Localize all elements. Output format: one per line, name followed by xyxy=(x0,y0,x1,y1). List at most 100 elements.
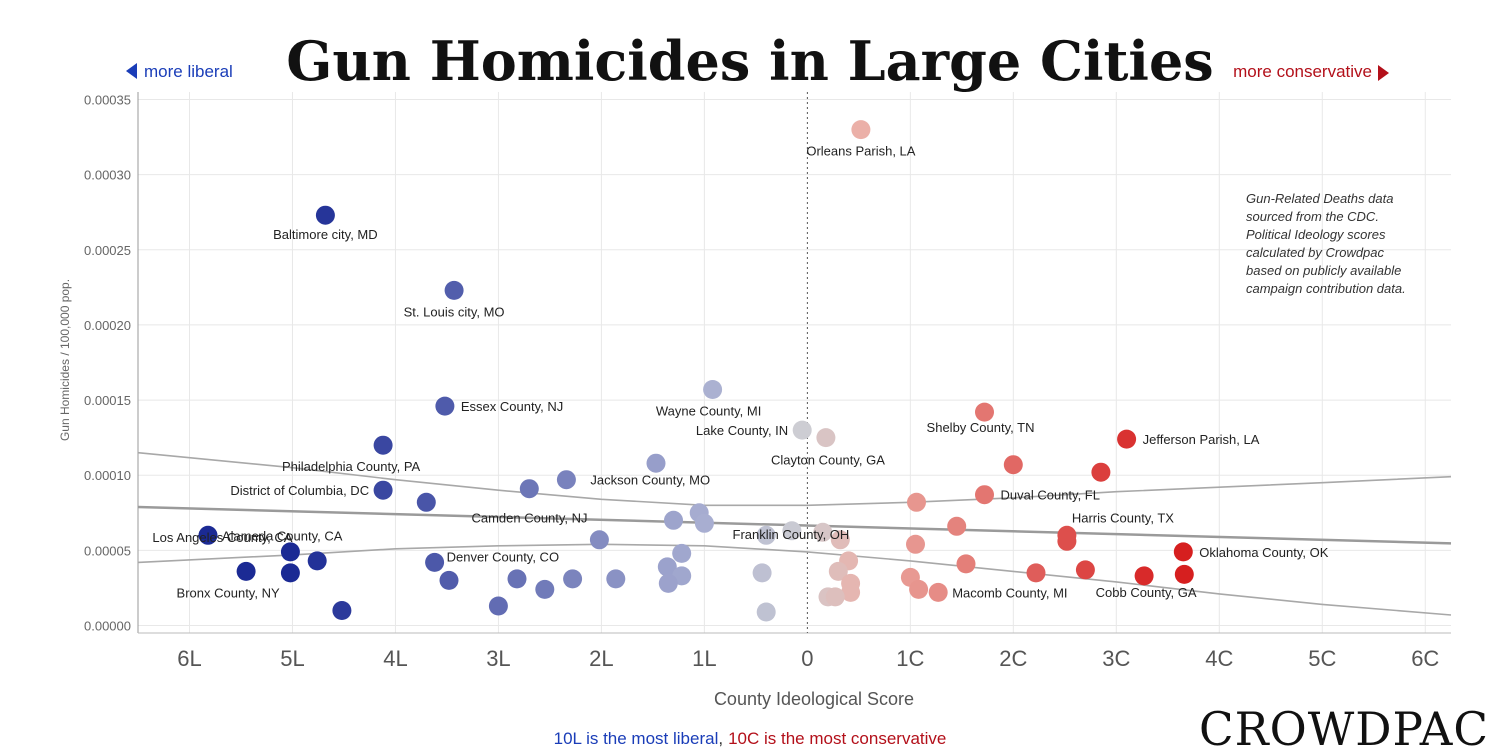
data-point[interactable] xyxy=(851,120,871,140)
y-axis-ticks: 0.00000 0.00005 0.00010 0.00015 0.00020 0.000… xyxy=(84,93,131,634)
data-point[interactable] xyxy=(439,570,459,590)
data-point[interactable] xyxy=(1003,455,1023,475)
data-point[interactable] xyxy=(556,470,576,490)
x-tick-label: 1L xyxy=(692,646,716,671)
data-point[interactable] xyxy=(825,587,845,607)
point-label: Wayne County, MI xyxy=(656,404,761,419)
point-label: Alameda County, CA xyxy=(222,528,343,543)
note-line: sourced from the CDC. xyxy=(1246,209,1379,224)
data-point[interactable] xyxy=(307,551,327,571)
data-point[interactable] xyxy=(928,582,948,602)
note-line: calculated by Crowdpac xyxy=(1246,245,1385,260)
more-liberal-label: more liberal xyxy=(144,62,233,81)
data-point[interactable] xyxy=(606,569,626,589)
data-point[interactable] xyxy=(947,516,967,536)
data-point[interactable] xyxy=(280,542,300,562)
data-point[interactable] xyxy=(1057,531,1077,551)
data-point[interactable] xyxy=(444,280,464,300)
x-axis-ticks: 6L 5L 4L 3L 2L 1L 0 1C 2C 3C 4C 5C 6C xyxy=(177,646,1439,671)
data-point[interactable] xyxy=(589,530,609,550)
data-point[interactable] xyxy=(1117,429,1137,449)
y-tick-label: 0.00025 xyxy=(84,243,131,258)
x-tick-label: 6C xyxy=(1411,646,1439,671)
y-tick-label: 0.00005 xyxy=(84,543,131,558)
data-point[interactable] xyxy=(907,492,926,512)
y-tick-label: 0.00015 xyxy=(84,393,131,408)
note-line: Gun-Related Deaths data xyxy=(1246,191,1393,206)
x-tick-label: 4L xyxy=(383,646,407,671)
confidence-band-lower xyxy=(137,543,1452,616)
x-tick-label: 5C xyxy=(1308,646,1336,671)
point-label: Philadelphia County, PA xyxy=(282,459,421,474)
more-conservative-label: more conservative xyxy=(1233,62,1372,81)
data-point[interactable] xyxy=(332,601,352,620)
data-point[interactable] xyxy=(425,552,445,572)
point-label: Lake County, IN xyxy=(696,423,788,438)
data-point[interactable] xyxy=(664,510,683,530)
data-point[interactable] xyxy=(906,534,925,554)
more-liberal-link[interactable]: more liberal xyxy=(126,62,233,81)
x-tick-label: 5L xyxy=(280,646,304,671)
y-tick-label: 0.00030 xyxy=(84,168,131,183)
y-tick-label: 0.00035 xyxy=(84,93,131,108)
data-point[interactable] xyxy=(1091,462,1111,482)
data-point[interactable] xyxy=(909,579,929,599)
point-label: Jefferson Parish, LA xyxy=(1143,432,1260,447)
point-label: Jackson County, MO xyxy=(590,473,710,488)
more-conservative-link[interactable]: more conservative xyxy=(1233,62,1389,81)
data-point[interactable] xyxy=(519,479,539,499)
data-point[interactable] xyxy=(1174,564,1194,584)
y-tick-label: 0.00000 xyxy=(84,618,131,633)
data-point[interactable] xyxy=(535,579,555,599)
data-point[interactable] xyxy=(373,435,393,455)
data-point[interactable] xyxy=(416,492,436,512)
data-point[interactable] xyxy=(1134,566,1154,586)
point-label: Harris County, TX xyxy=(1072,510,1174,525)
data-point[interactable] xyxy=(975,402,994,422)
data-point[interactable] xyxy=(488,596,508,616)
data-point[interactable] xyxy=(782,521,802,541)
data-point[interactable] xyxy=(315,205,335,225)
data-point[interactable] xyxy=(756,602,776,622)
data-point[interactable] xyxy=(563,569,583,589)
x-tick-label: 2L xyxy=(589,646,613,671)
data-point[interactable] xyxy=(657,557,677,577)
data-point[interactable] xyxy=(703,380,723,399)
data-point[interactable] xyxy=(792,420,812,440)
footnote-separator: , xyxy=(718,729,723,748)
data-point[interactable] xyxy=(435,396,455,416)
data-point[interactable] xyxy=(956,554,976,574)
data-point[interactable] xyxy=(813,522,833,542)
data-points xyxy=(198,120,1194,622)
scale-footnote: 10L is the most liberal, 10C is the most … xyxy=(554,729,947,748)
data-point[interactable] xyxy=(828,561,848,581)
data-point[interactable] xyxy=(694,513,714,533)
data-point[interactable] xyxy=(841,582,861,602)
data-point[interactable] xyxy=(756,525,776,545)
point-label: District of Columbia, DC xyxy=(230,483,369,498)
data-point[interactable] xyxy=(373,480,393,500)
data-point[interactable] xyxy=(1173,542,1193,562)
point-label: St. Louis city, MO xyxy=(404,304,505,319)
point-label: Oklahoma County, OK xyxy=(1199,545,1328,560)
data-point[interactable] xyxy=(280,563,300,583)
data-point[interactable] xyxy=(236,561,256,581)
data-point[interactable] xyxy=(830,530,850,550)
x-tick-label: 2C xyxy=(999,646,1027,671)
data-point[interactable] xyxy=(658,573,678,593)
data-point[interactable] xyxy=(1026,563,1046,583)
data-point[interactable] xyxy=(646,453,666,473)
chart-title: Gun Homicides in Large Cities xyxy=(286,29,1213,93)
data-point[interactable] xyxy=(198,525,218,545)
data-point[interactable] xyxy=(672,543,692,563)
point-label: Essex County, NJ xyxy=(461,399,563,414)
data-point[interactable] xyxy=(507,569,527,589)
data-point[interactable] xyxy=(1075,560,1095,580)
data-point[interactable] xyxy=(816,428,836,448)
data-point[interactable] xyxy=(752,563,772,583)
point-label: Cobb County, GA xyxy=(1096,585,1197,600)
point-label: Camden County, NJ xyxy=(471,510,587,525)
point-label: Denver County, CO xyxy=(447,549,559,564)
data-point[interactable] xyxy=(975,485,994,505)
